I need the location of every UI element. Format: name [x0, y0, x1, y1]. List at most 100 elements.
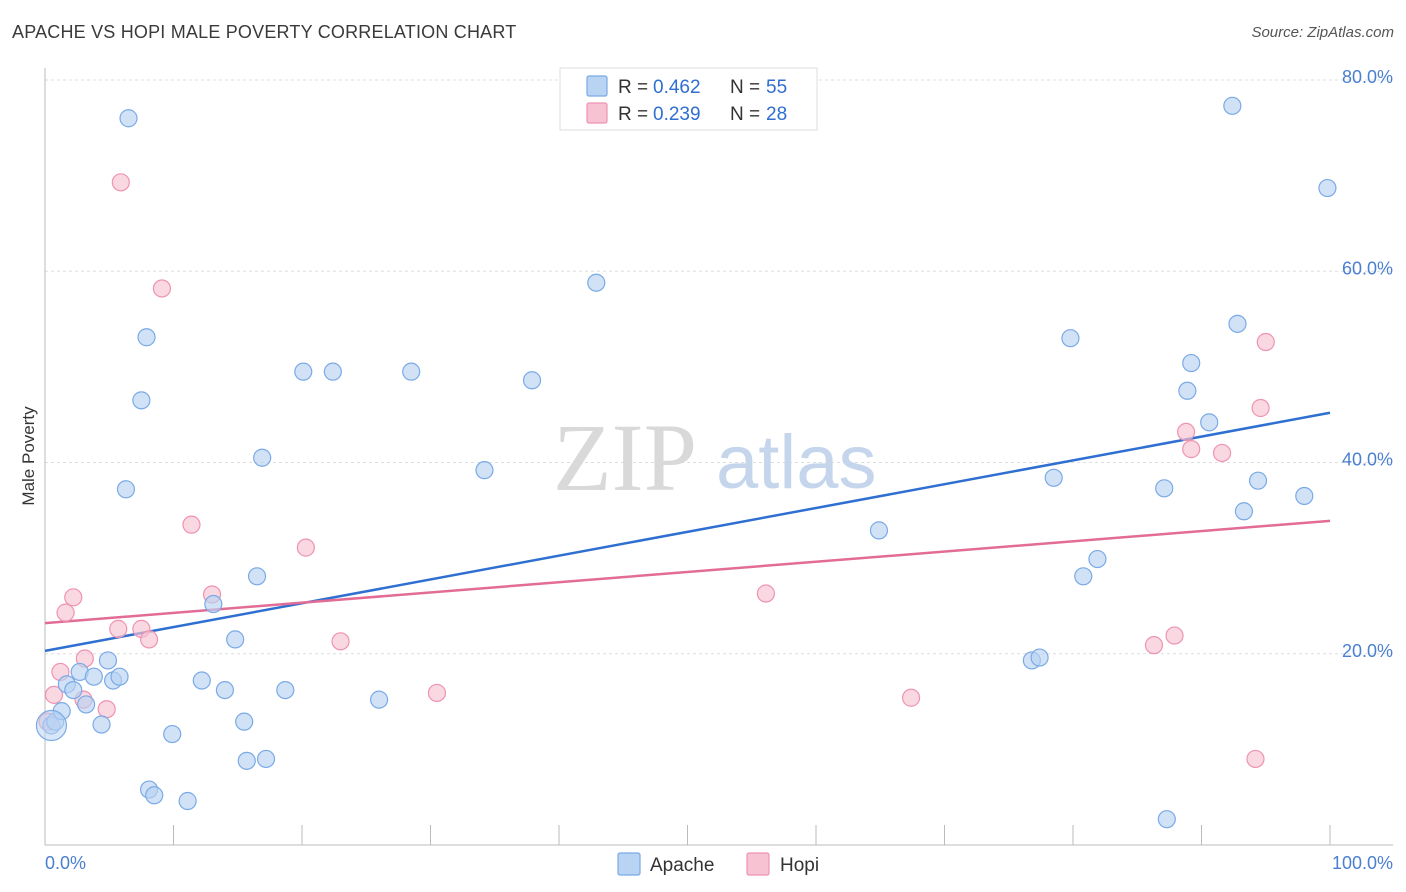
- apache-point: [1248, 471, 1268, 490]
- legend-apache-n-value: 55: [766, 77, 787, 98]
- hopi-point: [64, 588, 83, 607]
- apache-point: [323, 362, 342, 381]
- apache-point: [247, 567, 267, 586]
- apache-point: [226, 630, 245, 649]
- hopi-point: [56, 603, 75, 622]
- apache-point: [1200, 413, 1219, 432]
- hopi-point: [182, 515, 201, 534]
- apache-point: [1155, 479, 1174, 498]
- apache-point: [1061, 329, 1080, 348]
- apache-point: [587, 273, 606, 292]
- hopi-point: [1176, 422, 1196, 441]
- apache-point: [522, 371, 542, 390]
- y-tick-label: 40.0%: [1342, 450, 1393, 470]
- bottom-legend-apache-label: Apache: [650, 855, 714, 876]
- apache-point: [1295, 486, 1314, 506]
- apache-point: [64, 680, 83, 700]
- apache-point: [253, 448, 272, 467]
- apache-point: [1234, 502, 1254, 521]
- apache-point: [1157, 810, 1176, 829]
- legend-hopi-r-label: R =: [618, 104, 648, 125]
- apache-point: [1044, 468, 1063, 487]
- x-tick-label: 0.0%: [45, 853, 86, 873]
- hopi-trend-line: [44, 519, 1331, 625]
- apache-point: [1318, 178, 1337, 198]
- watermark: ZIP atlas: [553, 404, 877, 511]
- apache-point: [402, 362, 421, 381]
- hopi-point: [139, 630, 159, 649]
- watermark-zip: ZIP: [553, 404, 697, 511]
- hopi-point: [1246, 749, 1265, 769]
- apache-point: [84, 667, 103, 686]
- x-tick-label: 100.0%: [1332, 853, 1393, 873]
- legend-apache-n-label: N =: [730, 77, 760, 98]
- apache-point: [132, 391, 151, 410]
- apache-point: [145, 786, 164, 805]
- hopi-point: [901, 688, 921, 707]
- apache-point: [204, 594, 223, 614]
- apache-point: [475, 461, 494, 480]
- y-tick-label: 60.0%: [1342, 258, 1393, 278]
- legend-hopi-n-label: N =: [730, 104, 760, 125]
- apache-point: [276, 680, 295, 700]
- hopi-point: [296, 538, 315, 557]
- watermark-atlas: atlas: [716, 420, 877, 505]
- apache-point: [215, 680, 234, 700]
- apache-point-cluster: [35, 709, 68, 742]
- apache-point: [1074, 567, 1093, 586]
- apache-point: [1178, 381, 1197, 400]
- y-tick-label: 20.0%: [1342, 641, 1393, 661]
- y-axis-label: Male Poverty: [19, 406, 38, 506]
- apache-point: [110, 667, 129, 686]
- apache-point: [1182, 353, 1201, 373]
- legend-apache-swatch: [586, 75, 608, 97]
- bottom-legend: Apache Hopi: [617, 852, 819, 876]
- apache-point: [256, 749, 276, 769]
- legend: R = 0.462 N = 55 R = 0.239 N = 28: [559, 67, 818, 131]
- legend-hopi-r-value: 0.239: [653, 104, 701, 125]
- apache-point: [137, 328, 156, 347]
- legend-hopi-n-value: 28: [766, 104, 787, 125]
- hopi-point: [44, 685, 64, 704]
- apache-point: [869, 521, 889, 540]
- apache-point: [119, 109, 138, 128]
- hopi-point: [97, 700, 116, 719]
- legend-apache-r-value: 0.462: [653, 77, 701, 98]
- y-tick-label: 80.0%: [1342, 67, 1393, 87]
- hopi-point: [1212, 443, 1232, 463]
- apache-point: [370, 690, 389, 709]
- source-label: Source: ZipAtlas.com: [1251, 24, 1394, 41]
- hopi-point: [756, 584, 775, 603]
- apache-point: [98, 651, 118, 670]
- bottom-legend-hopi-swatch: [746, 852, 770, 876]
- apache-point: [294, 362, 313, 381]
- apache-point: [1228, 314, 1247, 333]
- apache-point: [77, 695, 96, 714]
- hopi-point: [427, 683, 447, 703]
- apache-point: [1030, 648, 1049, 667]
- hopi-point: [111, 173, 130, 192]
- apache-point: [192, 671, 211, 690]
- legend-apache-r-label: R =: [618, 77, 648, 98]
- hopi-point: [109, 619, 128, 638]
- hopi-point: [331, 632, 350, 651]
- hopi-point: [152, 279, 172, 298]
- hopi-point: [1256, 332, 1275, 352]
- axes: [44, 68, 1393, 846]
- apache-point: [116, 480, 136, 499]
- apache-point: [1223, 96, 1242, 115]
- bottom-legend-apache-swatch: [617, 852, 641, 876]
- apache-point: [178, 791, 197, 811]
- apache-point: [92, 715, 111, 734]
- bottom-legend-hopi-label: Hopi: [780, 855, 819, 876]
- apache-point: [1088, 549, 1107, 569]
- hopi-point: [1144, 636, 1164, 655]
- apache-point: [163, 724, 182, 744]
- chart-title: APACHE VS HOPI MALE POVERTY CORRELATION …: [12, 22, 517, 42]
- legend-hopi-swatch: [586, 102, 608, 124]
- hopi-point: [1182, 440, 1201, 459]
- hopi-point: [1165, 626, 1184, 645]
- hopi-point: [1251, 398, 1270, 418]
- apache-trend-line: [44, 411, 1331, 653]
